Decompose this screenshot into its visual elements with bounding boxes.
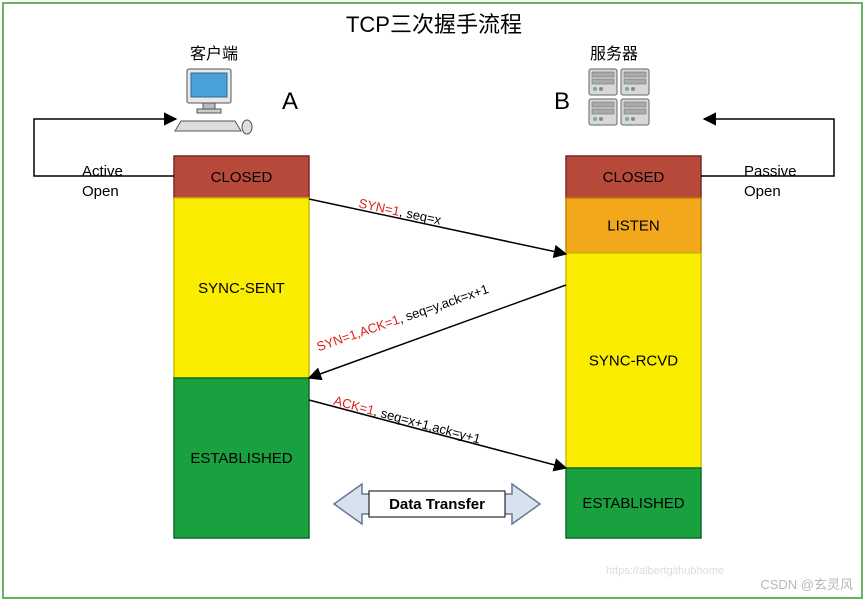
handshake-label-3: ACK=1, seq=x+1,ack=y+1	[332, 393, 482, 447]
server-state-label-2: SYNC-RCVD	[589, 353, 678, 370]
server-state-label-1: LISTEN	[607, 218, 660, 235]
watermark-url: https://albertgithubhome	[606, 565, 724, 577]
server-icon	[589, 69, 649, 125]
diagram-frame: TCP三次握手流程客户端 A 服务器 B CLOSED SYNC-SENT ESTABLIS…	[2, 2, 863, 599]
server-open-label-2: Open	[744, 183, 781, 200]
client-open-label-2: Open	[82, 183, 119, 200]
watermark: CSDN @玄灵风	[760, 574, 853, 593]
handshake-label-2: SYN=1,ACK=1, seq=y,ack=x+1	[315, 281, 491, 354]
data-transfer-label: Data Transfer	[389, 496, 485, 513]
server-state-label-3: ESTABLISHED	[582, 495, 684, 512]
client-open-label-1: Active	[82, 163, 123, 180]
client-state-label-2: ESTABLISHED	[190, 450, 292, 467]
diagram-svg: TCP三次握手流程客户端 A 服务器 B CLOSED SYNC-SENT ESTABLIS…	[4, 4, 861, 597]
title: TCP三次握手流程	[346, 12, 522, 37]
client-state-label-0: CLOSED	[211, 169, 273, 186]
handshake-label-1: SYN=1, seq=x	[357, 196, 443, 228]
computer-icon	[175, 69, 252, 134]
client-label: 客户端	[190, 45, 238, 63]
client-letter: A	[282, 88, 298, 115]
server-open-label-1: Passive	[744, 163, 797, 180]
server-label: 服务器	[590, 45, 638, 63]
server-state-label-0: CLOSED	[603, 169, 665, 186]
client-state-label-1: SYNC-SENT	[198, 280, 285, 297]
server-letter: B	[554, 88, 570, 115]
